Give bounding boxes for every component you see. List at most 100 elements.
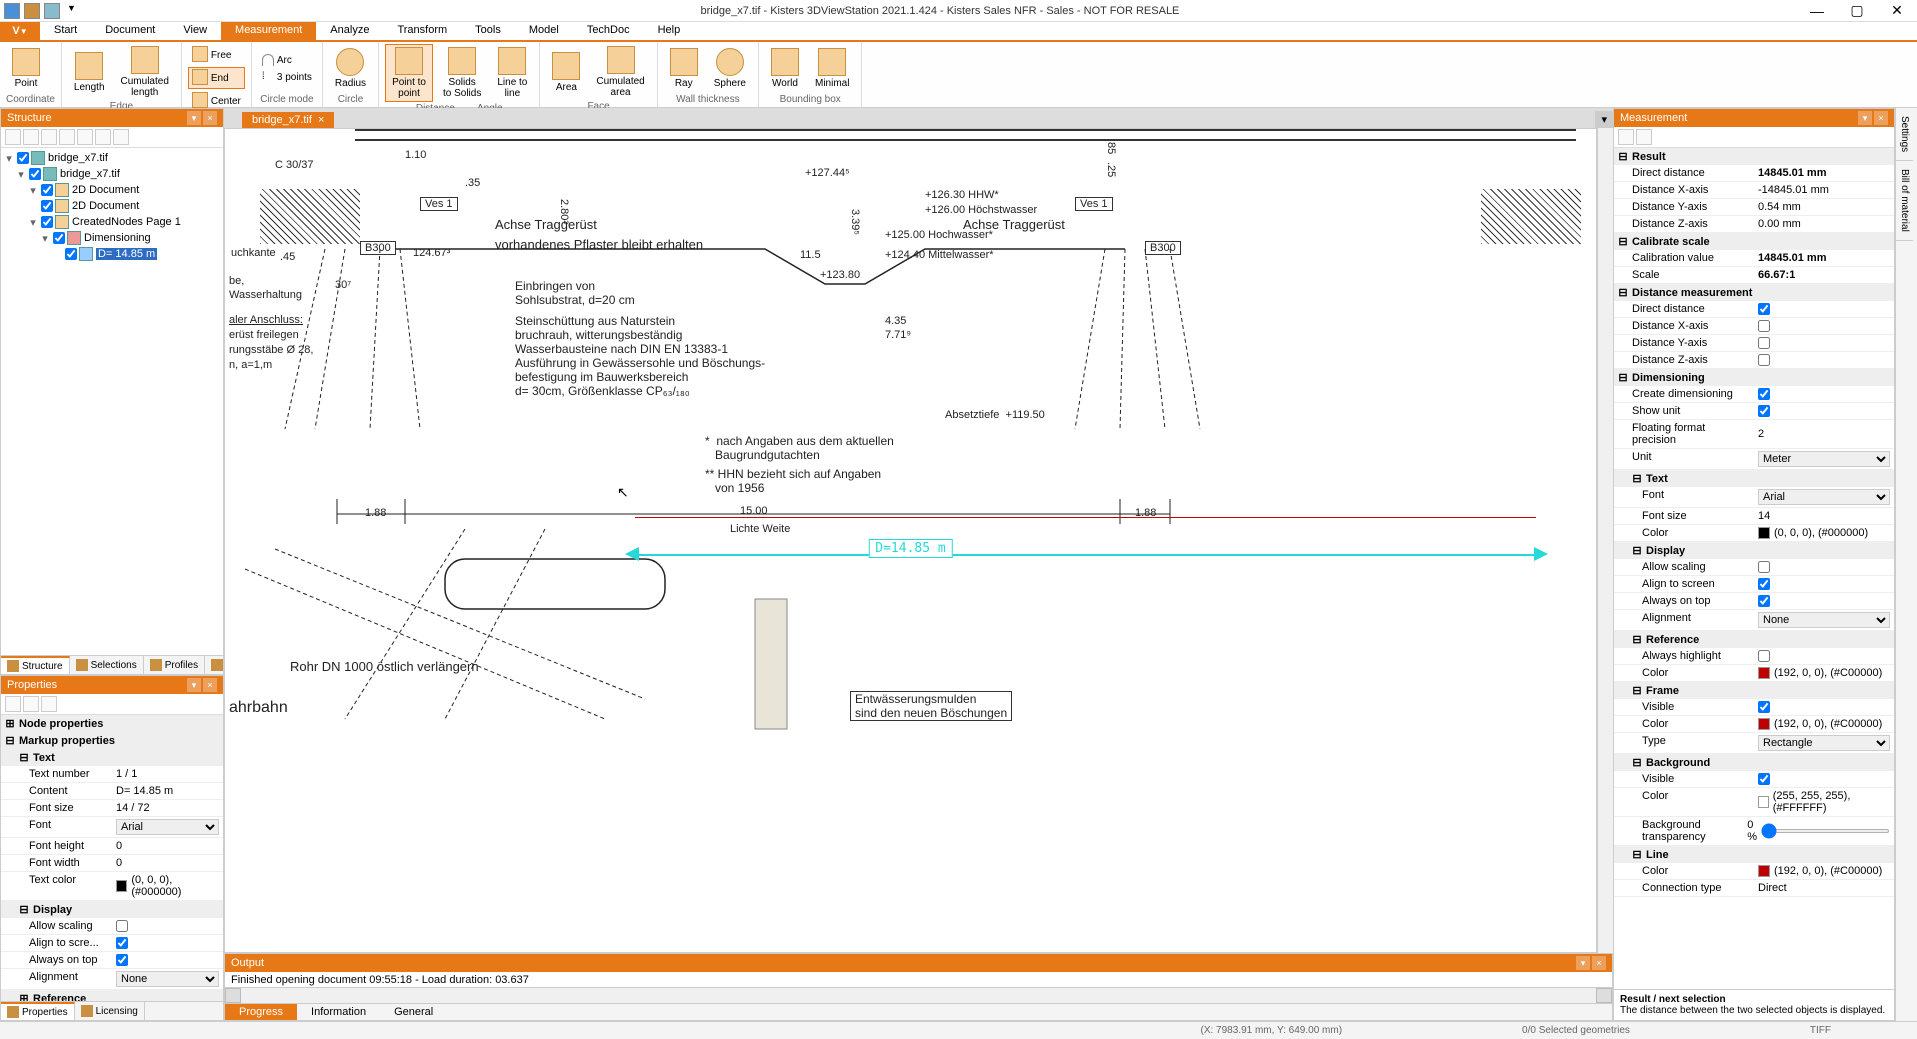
prop-v[interactable]: Rectangle <box>1754 733 1894 753</box>
mtb-1[interactable] <box>1618 129 1634 145</box>
prop-v[interactable]: 1 / 1 <box>112 766 223 782</box>
ptab-structure[interactable]: Structure <box>1 656 70 674</box>
tab-start[interactable]: Start <box>40 22 91 40</box>
prop-v[interactable]: 14845.01 mm <box>1754 250 1894 266</box>
doc-tab[interactable]: bridge_x7.tif × <box>242 112 334 128</box>
prop-v[interactable] <box>1754 771 1894 787</box>
prop-v[interactable] <box>1754 648 1894 664</box>
section-reference[interactable]: ⊞Reference <box>1 990 223 1001</box>
section-reference[interactable]: ⊟Reference <box>1614 631 1894 648</box>
expand-icon[interactable]: ⊞ <box>19 992 29 1001</box>
solids-to-solids-button[interactable]: Solids to Solids <box>437 45 487 101</box>
checkbox[interactable] <box>116 937 128 949</box>
sphere-button[interactable]: Sphere <box>708 46 752 91</box>
tree-n3[interactable]: 2D Document <box>3 198 221 214</box>
font-select[interactable]: Arial <box>1758 489 1890 505</box>
ptb-3[interactable] <box>41 696 57 712</box>
scroll-left-icon[interactable] <box>225 988 241 1003</box>
prop-v[interactable]: 0 <box>112 855 223 871</box>
tree-checkbox[interactable] <box>41 200 53 212</box>
section-text[interactable]: ⊟Text <box>1 749 223 766</box>
tab-help[interactable]: Help <box>644 22 695 40</box>
tb-6[interactable] <box>95 129 111 145</box>
output-pin-icon[interactable]: ▾ <box>1576 956 1590 970</box>
prop-v[interactable] <box>1754 386 1894 402</box>
prop-v[interactable] <box>112 918 223 934</box>
prop-v[interactable] <box>1754 352 1894 368</box>
tab-document[interactable]: Document <box>91 22 169 40</box>
transparency-slider[interactable] <box>1761 829 1890 833</box>
structure-tree[interactable]: ▾bridge_x7.tif ▾bridge_x7.tif ▾2D Docume… <box>1 148 223 655</box>
snap-free-button[interactable]: Free <box>188 44 245 66</box>
prop-v[interactable]: (0, 0, 0), (#000000) <box>1754 525 1894 541</box>
prop-v[interactable]: 14 <box>1754 508 1894 524</box>
section-distmeas[interactable]: ⊟Distance measurement <box>1614 284 1894 301</box>
ptab-selections[interactable]: Selections <box>70 656 144 674</box>
checkbox[interactable] <box>1758 320 1770 332</box>
close-button[interactable]: ✕ <box>1877 0 1917 22</box>
ptab-properties[interactable]: Properties <box>1 1002 75 1020</box>
checkbox[interactable] <box>1758 561 1770 573</box>
viewport[interactable]: uchkante be, Wasserhaltung aler Anschlus… <box>224 128 1597 953</box>
area-button[interactable]: Area <box>546 50 586 95</box>
measurement-close-icon[interactable]: × <box>1874 111 1888 125</box>
tab-techdoc[interactable]: TechDoc <box>573 22 644 40</box>
doc-tab-menu-icon[interactable]: ▾ <box>1595 111 1613 128</box>
expand-icon[interactable]: ▾ <box>27 216 39 229</box>
expand-icon[interactable]: ⊞ <box>5 717 15 730</box>
collapse-icon[interactable]: ⊟ <box>19 903 29 916</box>
checkbox[interactable] <box>1758 650 1770 662</box>
tree-checkbox[interactable] <box>65 248 77 260</box>
arc-button[interactable]: Arc <box>258 52 316 68</box>
vtab-bom[interactable]: Bill of material <box>1896 161 1913 241</box>
otab-general[interactable]: General <box>380 1004 447 1020</box>
checkbox[interactable] <box>1758 388 1770 400</box>
otab-progress[interactable]: Progress <box>225 1004 297 1020</box>
measurement-pin-icon[interactable]: ▾ <box>1858 111 1872 125</box>
tb-5[interactable] <box>77 129 93 145</box>
prop-v[interactable]: (0, 0, 0), (#000000) <box>112 872 223 900</box>
tb-3[interactable] <box>41 129 57 145</box>
prop-v[interactable] <box>1754 335 1894 351</box>
tree-n6[interactable]: D= 14.85 m <box>3 246 221 262</box>
checkbox[interactable] <box>116 920 128 932</box>
tab-transform[interactable]: Transform <box>383 22 461 40</box>
collapse-icon[interactable]: ⊟ <box>1632 848 1642 861</box>
unit-select[interactable]: Meter <box>1758 451 1890 467</box>
checkbox[interactable] <box>1758 773 1770 785</box>
tree-n5[interactable]: ▾Dimensioning <box>3 230 221 246</box>
prop-v[interactable]: None <box>112 969 223 989</box>
checkbox[interactable] <box>1758 405 1770 417</box>
structure-close-icon[interactable]: × <box>203 111 217 125</box>
tb-4[interactable] <box>59 129 75 145</box>
alignment-select[interactable]: None <box>116 971 219 987</box>
3points-button[interactable]: ⁞3 points <box>258 69 316 85</box>
scroll-right-icon[interactable] <box>1596 988 1612 1003</box>
tab-model[interactable]: Model <box>515 22 573 40</box>
collapse-icon[interactable]: ⊟ <box>1632 684 1642 697</box>
app-menu-button[interactable]: V ▼ <box>0 22 40 40</box>
prop-v[interactable]: 0 % <box>1743 817 1894 845</box>
output-close-icon[interactable]: × <box>1592 956 1606 970</box>
measurement-grid[interactable]: ⊟Result Direct distance14845.01 mm Dista… <box>1614 148 1894 989</box>
dimension-label[interactable]: D=14.85 m <box>868 539 952 558</box>
collapse-icon[interactable]: ⊟ <box>1618 371 1628 384</box>
prop-v[interactable] <box>1754 699 1894 715</box>
tree-checkbox[interactable] <box>53 232 65 244</box>
radius-button[interactable]: Radius <box>329 46 372 91</box>
qat-icon-2[interactable] <box>24 3 40 19</box>
section-background[interactable]: ⊟Background <box>1614 754 1894 771</box>
section-markup[interactable]: ⊟Markup properties <box>1 732 223 749</box>
prop-v[interactable] <box>1754 593 1894 609</box>
collapse-icon[interactable]: ⊟ <box>1632 756 1642 769</box>
frame-type-select[interactable]: Rectangle <box>1758 735 1890 751</box>
prop-v[interactable] <box>112 935 223 951</box>
output-scrollbar-h[interactable] <box>225 987 1612 1003</box>
cumulated-area-button[interactable]: Cumulated area <box>590 44 650 100</box>
expand-icon[interactable]: ▾ <box>3 152 15 165</box>
prop-v[interactable]: None <box>1754 610 1894 630</box>
prop-v[interactable]: Meter <box>1754 449 1894 469</box>
prop-v[interactable]: Arial <box>112 817 223 837</box>
prop-v[interactable]: Direct <box>1754 880 1894 896</box>
mtb-2[interactable] <box>1636 129 1652 145</box>
